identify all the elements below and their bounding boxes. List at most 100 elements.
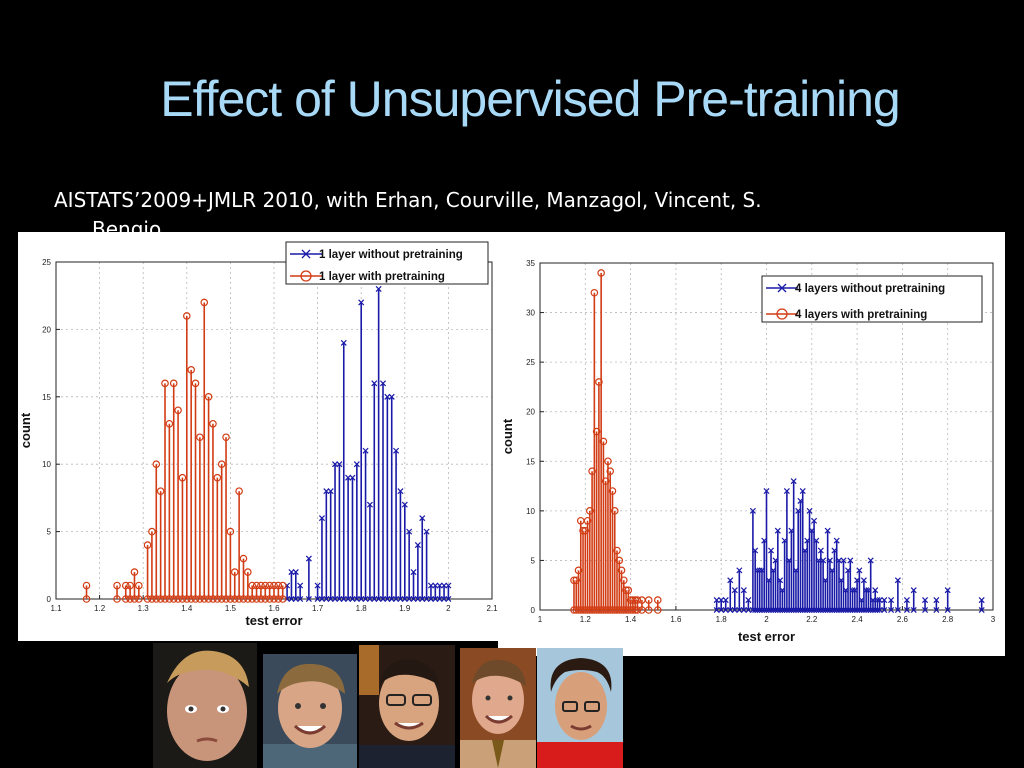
baseline-marker-x [292, 595, 299, 603]
legend: 1 layer without pretraining 1 layer with … [285, 241, 489, 285]
stem-marker-x [888, 597, 895, 604]
stem-marker-circle [595, 378, 603, 386]
chart-panel-1-layer: 1.1 1.2 1.3 1.4 1.5 1.6 1.7 1.8 1.9 2 2.1 0 5 10 15 20 2… [18, 232, 498, 641]
baseline-marker-x [910, 606, 917, 614]
y-tick-label: 15 [42, 393, 51, 402]
stem-marker-circle [278, 581, 287, 590]
x-tick-label: 2.1 [486, 604, 498, 613]
stem-marker-x [353, 461, 360, 468]
stem-marker-x [867, 557, 874, 564]
baseline-marker-x [731, 606, 738, 614]
baseline-marker-circle [235, 595, 243, 603]
stem-marker-x [445, 582, 452, 589]
stem-marker-x [292, 569, 299, 576]
baseline-marker-circle [113, 595, 121, 603]
stem-marker-circle [615, 556, 624, 565]
stem-marker-circle [135, 581, 143, 590]
stem-marker-x [393, 447, 400, 454]
baseline-marker-circle [644, 606, 653, 614]
stem-marker-x [432, 582, 439, 589]
stem-marker-circle [604, 457, 612, 466]
baseline-marker-x [436, 595, 443, 603]
stem-marker-x [922, 597, 929, 604]
stem-marker-circle [130, 568, 139, 576]
legend-marker-circle [776, 308, 788, 320]
stem-marker-circle [601, 477, 610, 485]
series-with-pretraining [82, 298, 287, 603]
baseline-marker-circle [82, 595, 91, 603]
baseline-marker-circle [239, 595, 248, 603]
x-tick-label: 1.1 [50, 604, 62, 613]
baseline-marker-circle [121, 595, 130, 603]
stem-marker-circle [610, 507, 619, 515]
x-tick-label: 1.2 [94, 604, 106, 613]
stem-marker-x [379, 380, 387, 387]
stem-marker-x [910, 587, 917, 594]
stem-marker-x [397, 488, 404, 495]
stem-marker-x [362, 447, 369, 454]
x-tick-label: 1.4 [625, 615, 637, 624]
stem-marker-x [345, 474, 352, 481]
stem-marker-x [745, 597, 752, 604]
baseline-marker-circle [169, 595, 178, 603]
y-tick-label: 20 [526, 408, 535, 417]
baseline-marker-x [393, 595, 400, 603]
x-tick-label: 2.6 [897, 615, 909, 624]
baseline-marker-x [379, 595, 387, 603]
stem-marker-x [824, 527, 831, 534]
stem-marker-x [847, 557, 854, 564]
baseline-marker-circle [191, 595, 200, 603]
stem-marker-x [349, 474, 356, 481]
stem-marker-x [783, 488, 790, 495]
x-tick-label: 1.8 [356, 604, 368, 613]
stem-marker-x [332, 461, 339, 468]
stem-marker-circle [608, 487, 617, 495]
stem-marker-x [736, 567, 743, 574]
baseline-marker-circle [187, 595, 195, 603]
baseline-marker-x [353, 595, 360, 603]
baseline-marker-x [349, 595, 356, 603]
stem-marker-circle [230, 568, 239, 576]
baseline-marker-x [922, 606, 929, 614]
baseline-marker-x [427, 595, 434, 603]
stem-marker-circle [121, 581, 130, 590]
stem-marker-circle [226, 527, 235, 536]
baseline-marker-circle [278, 595, 287, 603]
legend-label: 4 layers without pretraining [795, 283, 945, 295]
y-tick-label: 15 [526, 457, 535, 466]
legend-label: 1 layer without pretraining [319, 249, 463, 261]
baseline-marker-circle [178, 595, 187, 603]
legend: 4 layers without pretraining 4 layers wit… [761, 275, 983, 323]
stem-marker-circle [213, 473, 222, 482]
baseline-marker-x [384, 595, 391, 603]
stem-marker-circle [606, 467, 615, 476]
stem-marker-circle [581, 526, 590, 535]
stem-marker-circle [252, 581, 261, 590]
stem-marker-circle [588, 467, 596, 476]
stem-marker-x [777, 577, 784, 584]
stem-marker-x [314, 582, 321, 589]
stem-marker-circle [161, 379, 169, 388]
baseline-marker-x [362, 595, 369, 603]
stem-marker-circle [574, 566, 583, 575]
stem-marker-circle [196, 433, 204, 442]
baseline-marker-x [375, 595, 382, 603]
x-axis-label: test error [245, 613, 302, 628]
stem-marker-circle [200, 298, 209, 307]
stem-marker-circle [613, 546, 621, 555]
stem-marker-circle [217, 460, 226, 469]
baseline-marker-x [718, 606, 725, 614]
y-tick-label: 10 [42, 460, 51, 469]
y-tick-label: 0 [47, 595, 52, 604]
x-tick-label: 2 [446, 604, 451, 613]
x-tick-label: 1.8 [716, 615, 728, 624]
stem-marker-circle [235, 487, 243, 495]
baseline-marker-x [978, 606, 985, 614]
baseline-marker-circle [653, 606, 662, 614]
stem-marker-x [358, 299, 365, 306]
baseline-marker-x [881, 606, 888, 614]
stem-marker-x [375, 285, 382, 292]
legend-marker-x [301, 249, 311, 259]
baseline-marker-x [727, 606, 734, 614]
baseline-marker-x [740, 606, 747, 614]
